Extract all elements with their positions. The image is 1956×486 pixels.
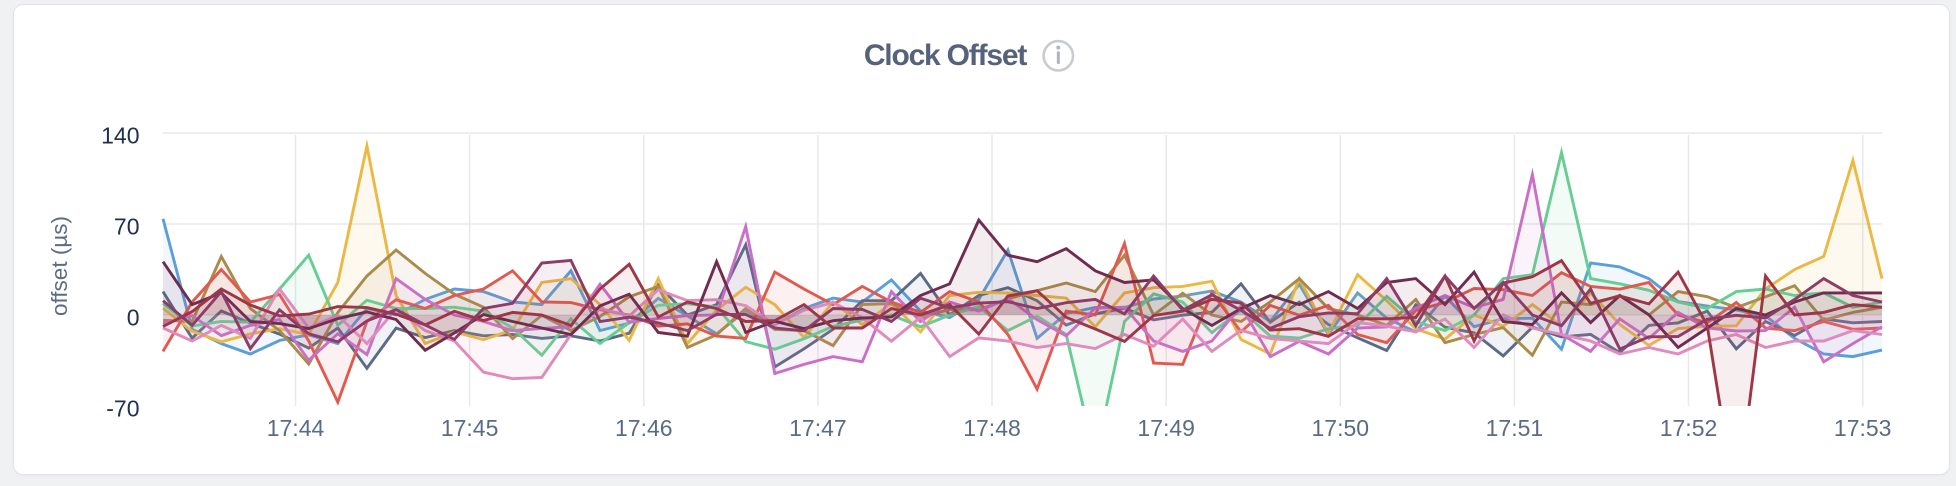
svg-text:70: 70 [114, 213, 140, 239]
svg-text:17:47: 17:47 [789, 415, 847, 441]
svg-text:17:44: 17:44 [267, 415, 325, 441]
svg-text:17:52: 17:52 [1660, 415, 1718, 441]
svg-text:-70: -70 [106, 395, 139, 421]
svg-text:17:48: 17:48 [963, 415, 1021, 441]
svg-text:Clock Offset: Clock Offset [864, 39, 1028, 72]
svg-text:140: 140 [101, 122, 139, 148]
svg-text:17:45: 17:45 [441, 415, 499, 441]
svg-text:0: 0 [127, 304, 140, 330]
svg-text:17:53: 17:53 [1834, 415, 1892, 441]
svg-text:offset (µs): offset (µs) [47, 216, 72, 316]
svg-text:17:51: 17:51 [1486, 415, 1544, 441]
svg-text:17:50: 17:50 [1312, 415, 1370, 441]
svg-text:17:46: 17:46 [615, 415, 673, 441]
svg-text:17:49: 17:49 [1137, 415, 1195, 441]
